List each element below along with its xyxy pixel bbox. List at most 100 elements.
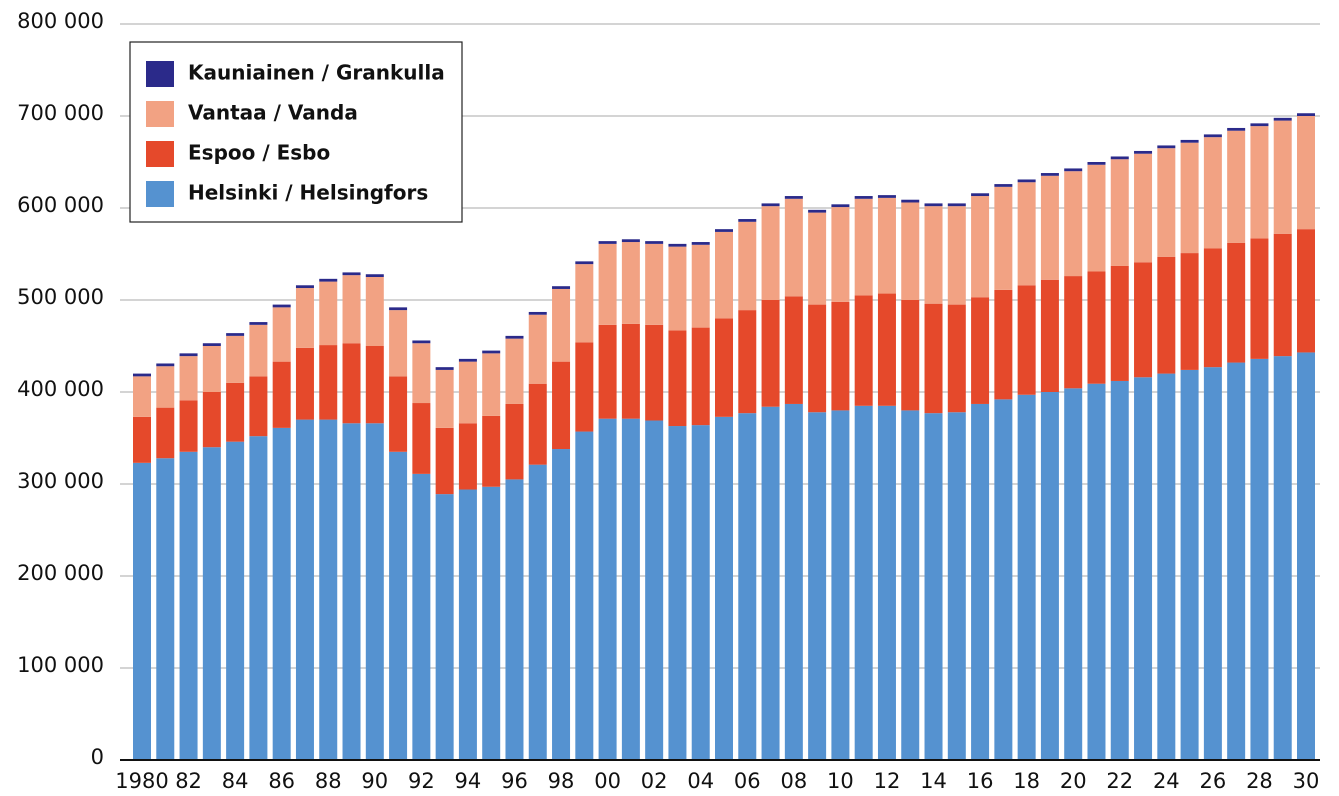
- bar-segment: [1250, 123, 1269, 127]
- bar-segment: [1297, 352, 1315, 760]
- x-tick-label: 08: [780, 769, 807, 793]
- bar-segment: [342, 275, 361, 344]
- bar-segment: [412, 340, 431, 344]
- bar-segment: [877, 195, 896, 198]
- x-tick-label: 90: [361, 769, 388, 793]
- bar-segment: [854, 198, 873, 296]
- legend-label: Helsinki / Helsingfors: [188, 181, 428, 205]
- x-tick-label: 86: [268, 769, 295, 793]
- bar-segment: [156, 363, 175, 367]
- bar-segment: [598, 241, 617, 244]
- x-tick-label: 04: [687, 769, 714, 793]
- bar-segment: [901, 202, 920, 300]
- bar-segment: [435, 369, 454, 428]
- legend-swatch: [146, 141, 174, 167]
- bar-segment: [1017, 179, 1036, 183]
- x-tick-label: 18: [1013, 769, 1040, 793]
- bar-segment: [1203, 137, 1222, 249]
- bar-segment: [1227, 127, 1246, 131]
- bar-segment: [1227, 130, 1246, 243]
- bar-segment: [272, 304, 291, 308]
- bar-segment: [691, 244, 710, 328]
- bar-segment: [528, 464, 547, 760]
- bar-segment: [575, 264, 594, 343]
- bar-segment: [389, 451, 408, 760]
- bar-segment: [971, 193, 990, 197]
- y-tick-label: 100 000: [17, 653, 104, 677]
- bar-segment: [133, 462, 151, 760]
- bar-segment: [133, 373, 151, 377]
- bar-segment: [295, 419, 314, 760]
- x-tick-label: 92: [408, 769, 435, 793]
- x-tick-label: 22: [1106, 769, 1133, 793]
- bar-segment: [738, 413, 757, 760]
- bar-segment: [156, 407, 175, 459]
- bar-segment: [668, 246, 687, 331]
- bar-segment: [761, 206, 780, 300]
- bar-segment: [1203, 367, 1222, 760]
- bar-segment: [1297, 113, 1315, 116]
- bar-segment: [784, 403, 803, 760]
- bar-segment: [552, 361, 571, 450]
- bar-segment: [971, 403, 990, 760]
- bar-segment: [877, 293, 896, 406]
- bar-segment: [947, 412, 966, 760]
- bar-segment: [1273, 356, 1292, 760]
- bar-segment: [971, 297, 990, 404]
- bar-segment: [761, 300, 780, 407]
- bar-segment: [924, 206, 943, 304]
- bar-segment: [156, 366, 175, 408]
- x-tick-label: 94: [455, 769, 482, 793]
- bar-segment: [458, 361, 477, 424]
- bar-segment: [482, 415, 501, 487]
- bar-segment: [389, 376, 408, 452]
- bar-segment: [1064, 276, 1083, 389]
- bar-segment: [295, 347, 314, 420]
- bar-segment: [621, 242, 640, 324]
- bar-segment: [1203, 248, 1222, 368]
- y-tick-label: 200 000: [17, 561, 104, 585]
- bar-segment: [831, 204, 850, 208]
- bar-segment: [505, 403, 524, 480]
- bar-segment: [412, 343, 431, 404]
- bar-segment: [854, 405, 873, 760]
- bar-segment: [1110, 159, 1129, 266]
- bar-segment: [831, 301, 850, 411]
- bar-segment: [738, 221, 757, 311]
- bar-segment: [365, 346, 384, 424]
- y-tick-label: 600 000: [17, 193, 104, 217]
- bar-segment: [1064, 171, 1083, 277]
- bar-segment: [1227, 362, 1246, 760]
- bar-segment: [994, 289, 1013, 400]
- y-tick-label: 700 000: [17, 101, 104, 125]
- x-tick-label: 16: [967, 769, 994, 793]
- bar-segment: [179, 400, 198, 452]
- bar-segment: [877, 405, 896, 760]
- x-tick-label: 28: [1246, 769, 1273, 793]
- bar-segment: [947, 203, 966, 207]
- bar-segment: [808, 212, 827, 305]
- bar-segment: [1017, 394, 1036, 760]
- bar-segment: [877, 197, 896, 294]
- y-tick-label: 0: [91, 745, 104, 769]
- bar-segment: [482, 486, 501, 760]
- bar-segment: [971, 196, 990, 298]
- legend-label: Kauniainen / Grankulla: [188, 61, 445, 85]
- bar-segment: [1273, 233, 1292, 357]
- bar-segment: [1087, 162, 1106, 165]
- x-tick-label: 24: [1153, 769, 1180, 793]
- bar-segment: [1040, 392, 1059, 760]
- bar-segment: [435, 494, 454, 760]
- bar-segment: [715, 318, 733, 417]
- bar-segment: [226, 441, 245, 760]
- bar-segment: [924, 203, 943, 207]
- bar-segment: [854, 295, 873, 406]
- bar-segment: [854, 196, 873, 199]
- bar-segment: [482, 353, 501, 416]
- bar-segment: [668, 330, 687, 427]
- bar-segment: [202, 346, 221, 392]
- bar-segment: [831, 207, 850, 302]
- bar-segment: [435, 427, 454, 495]
- bar-segment: [598, 243, 617, 325]
- bar-segment: [528, 311, 547, 315]
